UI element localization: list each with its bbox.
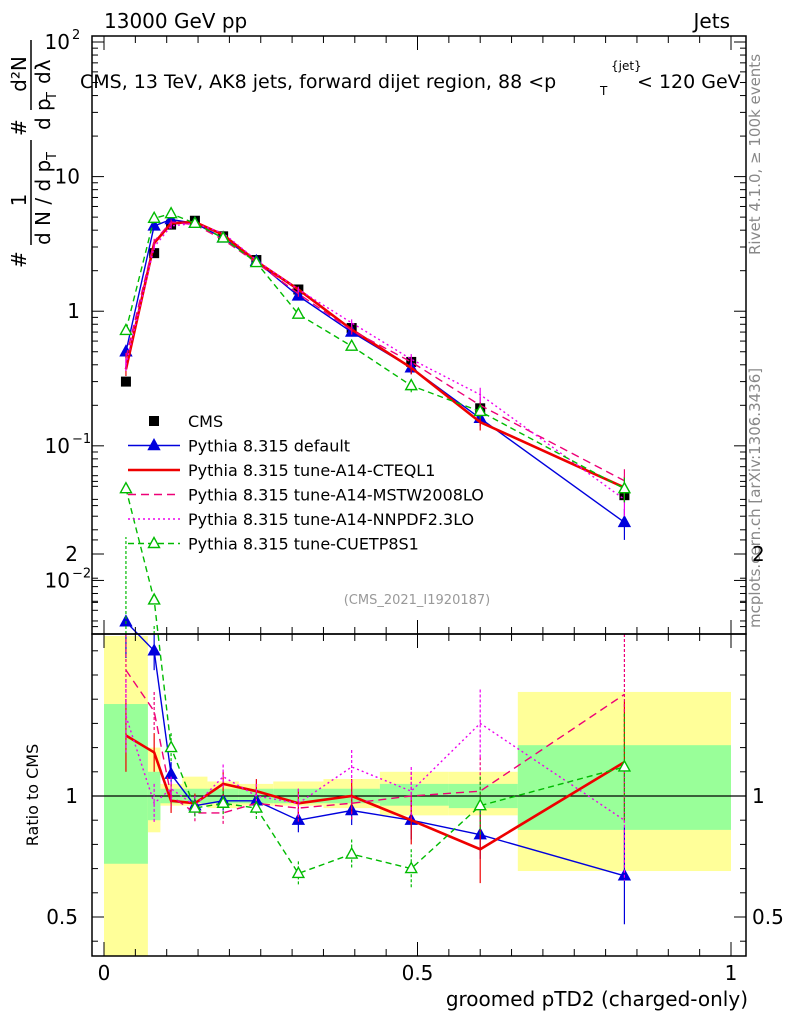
- series-5-ratio-marker: [249, 800, 264, 813]
- series-5-ratio-marker: [404, 861, 418, 874]
- series-5-marker: [216, 230, 230, 243]
- series-5-marker: [119, 322, 133, 336]
- legend-label-1: Pythia 8.315 default: [188, 437, 350, 456]
- series-5-marker: [344, 338, 359, 351]
- series-5-marker: [164, 206, 178, 219]
- ratio-frame: [91, 633, 747, 957]
- y-tick-label: 10: [55, 165, 80, 189]
- series-5-ratio-marker: [119, 481, 133, 494]
- green-band-8: [379, 783, 449, 806]
- ylabel-frac-right-num: d²N: [7, 56, 31, 92]
- series-5-ratio-marker: [164, 740, 178, 753]
- cms-point: [120, 376, 131, 387]
- series-5-marker: [291, 306, 306, 319]
- y-tick-label: 10: [45, 30, 70, 54]
- series-1-marker: [617, 514, 632, 528]
- ratio-tick-label-left: 2: [65, 542, 78, 566]
- y-tick-label-exponent: −2: [72, 566, 91, 581]
- title-suffix: < 120 GeV: [637, 71, 741, 93]
- series-5-marker: [147, 210, 161, 224]
- ratio-tick-label-left: 0.5: [46, 905, 78, 929]
- x-tick-label: 1: [725, 961, 738, 985]
- series-5-ratio-marker: [291, 865, 306, 879]
- ylabel-hash-right: #: [7, 119, 31, 136]
- legend-marker-cms: [149, 416, 159, 426]
- main-series: [119, 206, 632, 540]
- series-1-ratio-marker: [147, 643, 161, 656]
- series-5-marker: [404, 378, 418, 391]
- y-tick-label: 10: [45, 434, 70, 458]
- legend-label-5: Pythia 8.315 tune-CUETP8S1: [188, 535, 419, 554]
- y-tick-label: 1: [67, 299, 80, 323]
- series-5-marker: [188, 215, 202, 228]
- ylabel-frac-left-den-sub: T: [45, 152, 60, 161]
- header-right: Jets: [692, 9, 730, 33]
- ratio-tick-label-right: 0.5: [752, 905, 784, 929]
- x-tick-label: 0: [98, 961, 111, 985]
- analysis-id: (CMS_2021_I1920187): [344, 593, 491, 608]
- ylabel-frac-right-den-tail: dλ: [31, 59, 55, 84]
- title-sup: {jet}: [611, 59, 642, 73]
- rivet-label: Rivet 4.1.0, ≥ 100k events: [746, 54, 764, 255]
- series-5-ratio-marker: [216, 795, 230, 808]
- series-5-ratio-marker: [188, 800, 202, 813]
- legend-marker-5: [147, 536, 161, 549]
- x-axis-label: groomed pTD2 (charged-only): [446, 987, 748, 1011]
- title-sub: T: [599, 84, 608, 98]
- ylabel-frac-left-num: 1: [7, 194, 31, 207]
- mcplots-label: mcplots.cern.ch [arXiv:1306.3436]: [746, 368, 764, 628]
- y-tick-label-exponent: −1: [72, 432, 91, 447]
- series-1-marker: [147, 218, 161, 231]
- legend-label-3: Pythia 8.315 tune-A14-MSTW2008LO: [188, 486, 484, 505]
- ylabel-frac-right-den-sub: T: [45, 92, 60, 101]
- series-5-ratio-marker: [617, 759, 632, 772]
- legend-marker-1: [147, 438, 161, 451]
- ratio-tick-label-right: 1: [752, 784, 765, 808]
- series-4-ratio-line: [125, 715, 625, 821]
- ratio-series: [119, 481, 632, 925]
- legend: CMS Pythia 8.315 default Pythia 8.315 tune…: [128, 412, 484, 554]
- series-5-ratio-marker: [344, 846, 359, 859]
- ratio-y-label: Ratio to CMS: [23, 744, 42, 846]
- series-5-marker: [617, 481, 632, 494]
- ratio-tick-label-left: 1: [65, 784, 78, 808]
- ratio-tick-label-right: 2: [752, 542, 765, 566]
- y-tick-label-exponent: 2: [72, 28, 80, 43]
- y-tick-label: 10: [45, 568, 70, 592]
- plot-title: CMS, 13 TeV, AK8 jets, forward dijet reg…: [80, 59, 741, 98]
- ylabel-frac-right-den: d p: [31, 98, 55, 130]
- series-5-ratio-marker: [147, 592, 161, 605]
- legend-label-0: CMS: [188, 412, 223, 431]
- series-5-ratio-marker: [473, 798, 487, 811]
- legend-label-4: Pythia 8.315 tune-A14-NNPDF2.3LO: [188, 510, 474, 529]
- y-axis-label: # 1 d N / d p T # d²N d p T dλ: [7, 40, 60, 268]
- ylabel-frac-left-den: d N / d p: [31, 160, 55, 245]
- series-5-marker: [473, 404, 487, 417]
- series-5-marker: [249, 255, 264, 268]
- legend-label-2: Pythia 8.315 tune-A14-CTEQL1: [188, 461, 435, 480]
- title-prefix: CMS, 13 TeV, AK8 jets, forward dijet reg…: [80, 71, 556, 93]
- ylabel-hash-left: #: [7, 251, 31, 268]
- x-tick-label: 0.5: [402, 961, 434, 985]
- header-left: 13000 GeV pp: [104, 9, 247, 33]
- series-1-ratio-marker: [119, 614, 133, 627]
- cms-point: [149, 248, 160, 259]
- series-4-line: [125, 222, 625, 500]
